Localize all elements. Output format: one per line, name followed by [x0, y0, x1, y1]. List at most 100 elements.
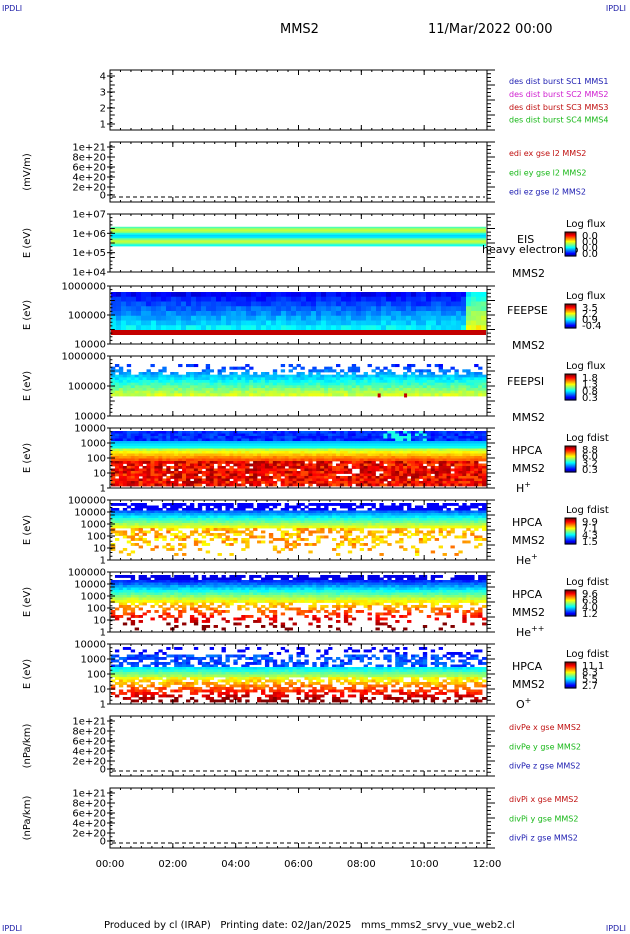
feepsi-cell [186, 380, 191, 384]
hpca-cell [150, 515, 155, 519]
y-tick-label: 100000 [68, 382, 106, 393]
hpca-cell [170, 528, 175, 531]
feepsi-cell [332, 377, 337, 381]
hpca-cell [158, 431, 163, 434]
feepse-cell [201, 320, 207, 326]
hpca-cell [253, 525, 258, 529]
hpca-cell [209, 510, 215, 514]
hpca-cell [178, 466, 183, 469]
feepsi-cell [130, 388, 136, 392]
feepsi-cell [111, 377, 116, 381]
hpca-cell [225, 476, 230, 479]
feepsi-cell [111, 385, 116, 389]
hpca-cell [355, 441, 361, 444]
hpca-cell [383, 466, 388, 469]
hpca-cell [166, 513, 171, 516]
hpca-cell [241, 505, 246, 509]
hpca-cell [142, 446, 147, 449]
hpca-cell [395, 441, 400, 444]
hpca-cell [150, 481, 155, 484]
feepse-cell [271, 306, 277, 312]
hpca-cell [225, 433, 230, 437]
feepse-cell [286, 320, 292, 326]
hpca-cell [213, 503, 218, 506]
feepsi-cell [438, 393, 443, 397]
feepsi-cell [264, 385, 270, 389]
feepsi-cell [126, 377, 132, 381]
hpca-cell [272, 456, 278, 459]
hpca-cell [371, 478, 376, 482]
feepse-cell [241, 315, 247, 321]
plot-datetime: 11/Mar/2022 00:00 [428, 22, 553, 37]
feepsi-cell [245, 393, 250, 397]
hpca-cell [170, 453, 175, 457]
feepsi-cell [229, 366, 234, 370]
hpca-cell [130, 441, 136, 444]
hpca-cell [383, 446, 388, 449]
feepse-cell [181, 296, 187, 302]
hpca-cell [158, 515, 163, 519]
y-tick-label: 1000000 [61, 282, 106, 293]
hpca-cell [126, 461, 132, 464]
hpca-cell [170, 476, 175, 479]
hpca-cell [134, 508, 140, 511]
colorbar-swatch [565, 317, 576, 319]
feepse-cell [141, 306, 147, 312]
hpca-cell [221, 453, 226, 457]
hpca-cell [264, 436, 270, 439]
feepse-cell [456, 320, 462, 326]
hpca-cell [174, 453, 179, 457]
hpca-cell [359, 483, 365, 487]
hpca-cell [118, 431, 124, 434]
hpca-cell [336, 443, 341, 447]
hpca-cell [237, 436, 242, 439]
feepse-cell [221, 320, 227, 326]
hpca-cell [122, 523, 128, 526]
hpca-cell [245, 468, 250, 472]
feepse-cell [146, 320, 152, 326]
feepse-cell [296, 301, 302, 307]
hpca-cell [229, 431, 234, 434]
feepse-cell [431, 292, 437, 298]
feepsi-cell [407, 364, 412, 368]
hpca-cell [193, 540, 199, 544]
feepse-cell [226, 325, 232, 331]
hpca-cell [312, 443, 317, 447]
feepsi-cell [118, 382, 124, 386]
hpca-cell [114, 443, 120, 447]
hpca-cell [111, 543, 116, 546]
hpca-cell [367, 478, 372, 482]
hpca-cell [454, 458, 459, 462]
feepse-cell [366, 301, 372, 307]
hpca-cell [174, 505, 179, 509]
hpca-cell [201, 443, 207, 447]
feepsi-cell [470, 385, 475, 389]
hpca-cell [478, 458, 483, 462]
hpca-cell [375, 481, 380, 484]
instrument-label: HPCA [512, 444, 543, 457]
hpca-cell [221, 538, 226, 541]
hpca-cell [359, 441, 365, 444]
hpca-cell [189, 471, 195, 474]
feepse-cell [171, 301, 177, 307]
hpca-cell [442, 446, 447, 449]
colorbar-swatch [565, 314, 576, 316]
hpca-cell [237, 441, 242, 444]
feepsi-cell [367, 364, 372, 368]
feepse-cell [171, 306, 177, 312]
hpca-cell [241, 483, 246, 487]
feepse-cell [421, 315, 427, 321]
feepsi-cell [351, 393, 357, 397]
hpca-cell [150, 456, 155, 459]
hpca-cell [288, 456, 293, 459]
hpca-cell [272, 471, 278, 474]
feepsi-cell [343, 388, 349, 392]
y-tick-label: 1e+04 [72, 268, 106, 279]
feepsi-cell [126, 382, 132, 386]
feepse-cell [351, 301, 357, 307]
hpca-cell [403, 433, 408, 437]
hpca-cell [363, 473, 368, 477]
hpca-cell [355, 451, 361, 454]
hpca-cell [201, 515, 207, 519]
hpca-cell [414, 481, 420, 484]
